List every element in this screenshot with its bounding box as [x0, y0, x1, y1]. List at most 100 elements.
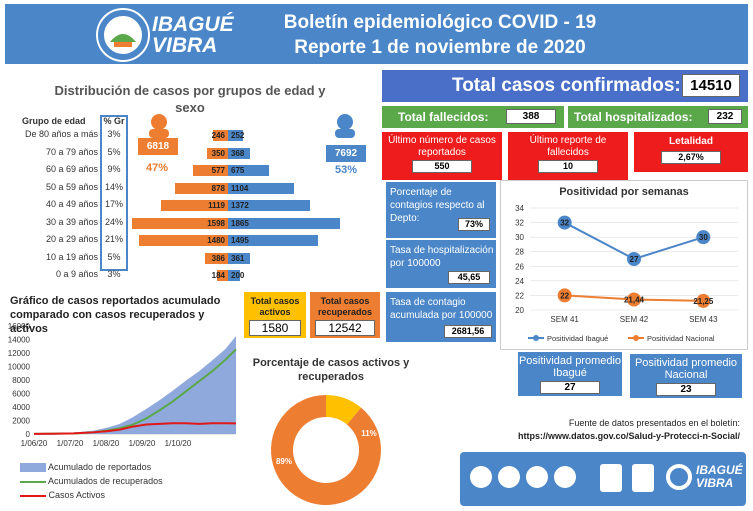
- hosp-rate-value: 45,65: [448, 271, 490, 284]
- pct-column-frame: [100, 115, 128, 271]
- female-bar: 350: [207, 147, 228, 159]
- total-hosp-value: 232: [708, 109, 742, 124]
- active-label: Total casos activos: [250, 296, 300, 317]
- last-cases-label: Último número de casos reportados: [388, 135, 496, 158]
- recovered-value: 12542: [315, 320, 375, 336]
- data-point: [627, 252, 641, 266]
- age-group-header: Grupo de edad: [22, 116, 86, 126]
- female-bar: 184: [212, 270, 228, 281]
- x-tick-label: SEM 42: [620, 315, 649, 324]
- cont-rate-box: Tasa de contagio acumulada por 100000 26…: [386, 292, 496, 342]
- avg-ibague-box: Positividad promedio Ibagué 27: [518, 352, 622, 396]
- male-bar: 368: [228, 147, 251, 159]
- legend-label: Positividad Ibagué: [547, 334, 608, 343]
- data-label: 30: [699, 233, 708, 242]
- x-tick-label: 1/08/20: [93, 439, 120, 448]
- cumulative-legend: Acumulado de reportados Acumulados de re…: [20, 462, 163, 500]
- header-logo-text: IBAGUÉ VIBRA: [152, 13, 234, 57]
- legend-recovered-swatch: [20, 480, 46, 483]
- female-bar-value: 184: [211, 271, 225, 280]
- donut-chart: 11% 89%: [271, 395, 381, 505]
- data-point: [696, 230, 711, 245]
- footer-shield-icon: [600, 464, 622, 492]
- last-deaths-label: Último reporte de fallecidos: [529, 135, 607, 158]
- footer-seal-icon: [526, 466, 548, 488]
- total-deaths-box: Total fallecidos: 388: [382, 106, 564, 128]
- reported-area: [34, 336, 236, 434]
- y-tick-label: 4000: [12, 403, 30, 412]
- legend-recovered: Acumulados de recuperados: [48, 476, 163, 487]
- avg-ibague-value: 27: [540, 381, 600, 394]
- source-link[interactable]: https://www.datos.gov.co/Salud-y-Protecc…: [517, 431, 740, 441]
- data-label: 21,44: [624, 296, 645, 305]
- male-pct: 53%: [335, 164, 358, 176]
- cont-rate-label: Tasa de contagio acumulada por 100000: [390, 297, 493, 321]
- y-tick-label: 0: [26, 430, 31, 439]
- positivity-chart: 20 22 24 26 28 30 32 34 SEM 41 SEM 42 SEM 43 32 27 30…: [515, 204, 738, 343]
- lethality-value: 2,67%: [661, 151, 721, 164]
- y-tick-label: 32: [515, 219, 524, 228]
- age-row-pct: 21%: [104, 234, 123, 244]
- city-logo-icon: [96, 8, 150, 62]
- legend-label: Positividad Nacional: [647, 334, 715, 343]
- last-deaths-value: 10: [538, 160, 598, 173]
- x-tick-label: SEM 41: [550, 315, 579, 324]
- age-section-title: Distribución de casos por grupos de edad…: [54, 83, 326, 115]
- age-row-pct: 3%: [107, 129, 121, 139]
- male-bar: 1372: [228, 200, 311, 211]
- total-confirmed-label: Total casos confirmados:: [452, 75, 681, 96]
- male-bar: 200: [228, 270, 244, 281]
- female-bar: 878: [175, 182, 228, 194]
- contagion-pct-value: 73%: [458, 218, 490, 231]
- y-tick-label: 6000: [12, 390, 30, 399]
- male-bar-value: 675: [231, 166, 245, 175]
- male-bar: 675: [228, 165, 269, 176]
- female-bar-value: 1480: [207, 236, 225, 245]
- age-row-label: 70 a 79 años: [45, 146, 98, 157]
- age-row-pct: 17%: [104, 199, 123, 209]
- y-tick-label: 22: [515, 291, 524, 300]
- y-tick-label: 24: [515, 277, 524, 286]
- male-bar-value: 1104: [231, 183, 249, 193]
- age-row-pct: 9%: [107, 164, 121, 174]
- footer-shield-icon: [632, 464, 654, 492]
- x-tick-label: 1/06/20: [21, 439, 48, 448]
- male-bar-value: 1865: [231, 218, 249, 228]
- legend-active-swatch: [20, 494, 46, 497]
- data-label: 22: [560, 291, 569, 300]
- female-bar-value: 1598: [207, 218, 225, 228]
- last-cases-box: Último número de casos reportados 550: [382, 132, 502, 180]
- active-box: Total casos activos 1580: [244, 292, 306, 338]
- cumulative-title: Gráfico de casos reportados acumulado co…: [10, 295, 221, 335]
- age-row-label: 0 a 9 años: [55, 269, 98, 279]
- female-bar-value: 386: [211, 253, 225, 263]
- legend-reported: Acumulado de reportados: [48, 462, 152, 472]
- y-tick-label: 10000: [8, 363, 31, 372]
- y-tick-label: 28: [515, 248, 524, 257]
- avg-nacional-box: Positividad promedio Nacional 23: [630, 354, 742, 398]
- female-pct: 47%: [146, 162, 169, 174]
- avg-ibague-label: Positividad promedio Ibagué: [518, 355, 622, 379]
- female-bar: 246: [212, 130, 228, 141]
- y-tick-label: 34: [515, 204, 524, 213]
- y-tick-label: 14000: [8, 336, 31, 345]
- positivity-title: Positividad por semanas: [559, 186, 689, 198]
- age-row-label: 30 a 39 años: [45, 216, 98, 227]
- female-bar: 1598: [132, 217, 228, 229]
- age-row-pct: 24%: [104, 216, 123, 227]
- y-tick-label: 26: [515, 262, 524, 271]
- y-tick-label: 2000: [12, 417, 30, 426]
- y-tick-label: 8000: [12, 376, 30, 385]
- x-tick-label: 1/07/20: [57, 439, 84, 448]
- footer-banner: IBAGUÉ VIBRA: [460, 452, 746, 506]
- footer-seal-icon: [498, 466, 520, 488]
- female-bar: 1480: [139, 235, 228, 246]
- footer-logo-icon: [666, 464, 692, 490]
- avg-nacional-label: Positividad promedio Nacional: [634, 357, 738, 381]
- age-row-pct: 5%: [107, 146, 121, 157]
- male-bar: 1495: [228, 235, 318, 246]
- age-row-label: De 80 años a más: [24, 129, 98, 139]
- male-bar-value: 252: [231, 131, 245, 140]
- lethality-box: Letalidad 2,67%: [634, 132, 748, 172]
- donut-slice: [325, 395, 362, 425]
